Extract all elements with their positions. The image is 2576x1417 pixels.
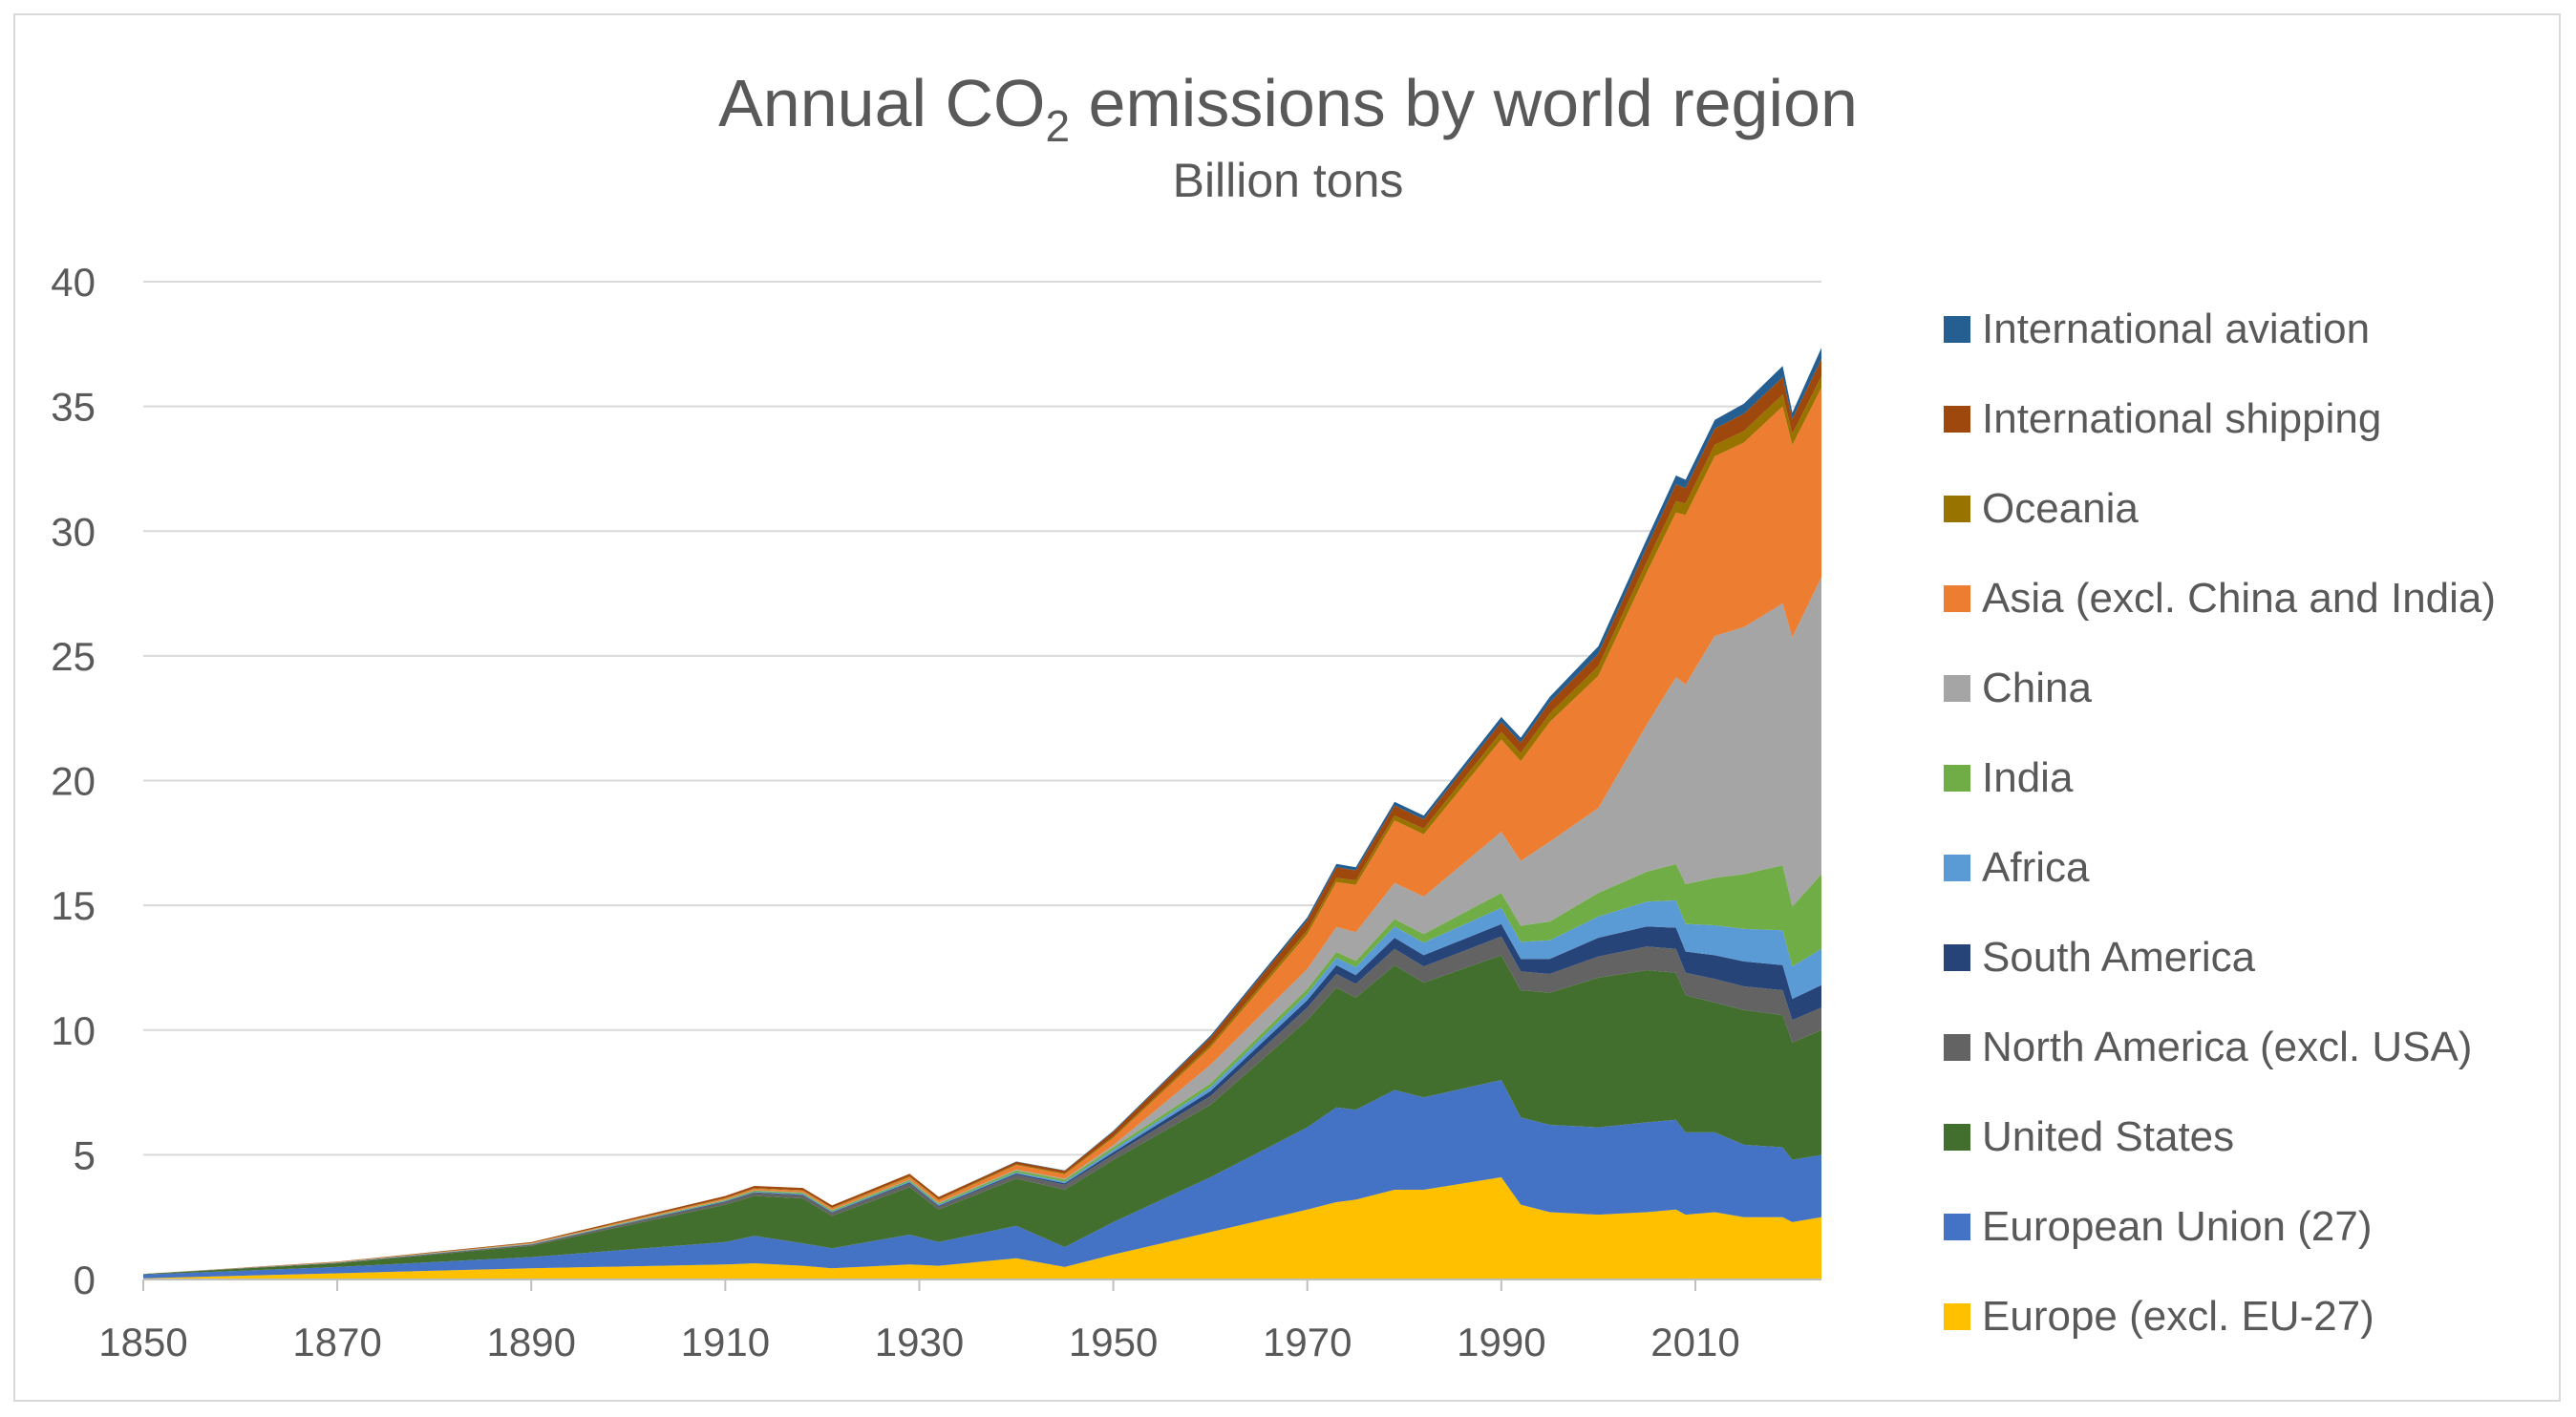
legend-item-international-aviation: International aviation	[1944, 285, 2555, 374]
legend-swatch	[1944, 585, 1970, 612]
x-tick-label: 2010	[1650, 1320, 1739, 1364]
legend-label: Oceania	[1982, 485, 2139, 532]
legend-item-oceania: Oceania	[1944, 464, 2555, 554]
x-tick-label: 1990	[1457, 1320, 1545, 1364]
x-tick-label: 1870	[292, 1320, 381, 1364]
x-tick-label: 1910	[681, 1320, 770, 1364]
x-tick-label: 1950	[1069, 1320, 1158, 1364]
legend-label: International shipping	[1982, 395, 2382, 442]
legend-item-european-union-27: European Union (27)	[1944, 1182, 2555, 1272]
x-tick-label: 1890	[487, 1320, 576, 1364]
y-tick-label: 30	[51, 509, 96, 554]
legend-item-united-states: United States	[1944, 1092, 2555, 1182]
chart-title-subscript: 2	[1045, 101, 1071, 151]
legend-label: India	[1982, 754, 2074, 801]
area-united-states	[143, 955, 1821, 1275]
legend-label: United States	[1982, 1113, 2235, 1160]
legend-swatch	[1944, 765, 1970, 792]
area-asia-excl-china-and-india	[143, 388, 1821, 1275]
x-tick-label: 1930	[875, 1320, 964, 1364]
area-europe-excl-eu-27	[143, 1176, 1821, 1280]
legend-label: South America	[1982, 934, 2256, 981]
y-tick-label: 15	[51, 883, 96, 928]
legend-swatch	[1944, 944, 1970, 971]
legend-swatch	[1944, 406, 1970, 433]
legend-swatch	[1944, 1303, 1970, 1330]
legend-label: Asia (excl. China and India)	[1982, 575, 2497, 622]
legend-swatch	[1944, 675, 1970, 702]
legend-item-china: China	[1944, 644, 2555, 733]
y-tick-label: 25	[51, 634, 96, 679]
legend-item-south-america: South America	[1944, 913, 2555, 1003]
legend-item-africa: Africa	[1944, 823, 2555, 913]
area-north-america-excl-usa	[143, 936, 1821, 1275]
chart-legend: International aviation International ship…	[1944, 285, 2555, 1362]
legend-label: Africa	[1982, 844, 2090, 891]
legend-item-north-america-excl-usa: North America (excl. USA)	[1944, 1003, 2555, 1092]
y-tick-label: 10	[51, 1008, 96, 1053]
x-tick-label: 1970	[1263, 1320, 1352, 1364]
legend-swatch	[1944, 316, 1970, 343]
legend-item-europe-excl-eu-27: Europe (excl. EU-27)	[1944, 1272, 2555, 1362]
legend-label: European Union (27)	[1982, 1203, 2373, 1250]
chart-subtitle: Billion tons	[1172, 154, 1404, 207]
y-tick-label: 35	[51, 385, 96, 430]
legend-swatch	[1944, 855, 1970, 881]
legend-item-asia-excl-china-and-india: Asia (excl. China and India)	[1944, 554, 2555, 644]
legend-label: International aviation	[1982, 306, 2371, 352]
y-tick-label: 20	[51, 759, 96, 804]
area-european-union-27	[143, 1080, 1821, 1279]
legend-label: Europe (excl. EU-27)	[1982, 1293, 2374, 1340]
x-tick-label: 1850	[98, 1320, 187, 1364]
legend-label: North America (excl. USA)	[1982, 1024, 2473, 1070]
legend-swatch	[1944, 1034, 1970, 1061]
legend-swatch	[1944, 1124, 1970, 1151]
legend-swatch	[1944, 496, 1970, 522]
y-tick-label: 5	[74, 1132, 96, 1177]
legend-item-international-shipping: International shipping	[1944, 374, 2555, 464]
legend-label: China	[1982, 665, 2092, 711]
chart-title: Annual CO2 emissions by world region	[718, 66, 1858, 151]
legend-item-india: India	[1944, 733, 2555, 823]
y-tick-label: 0	[74, 1258, 96, 1302]
legend-swatch	[1944, 1214, 1970, 1240]
y-tick-label: 40	[51, 260, 96, 305]
